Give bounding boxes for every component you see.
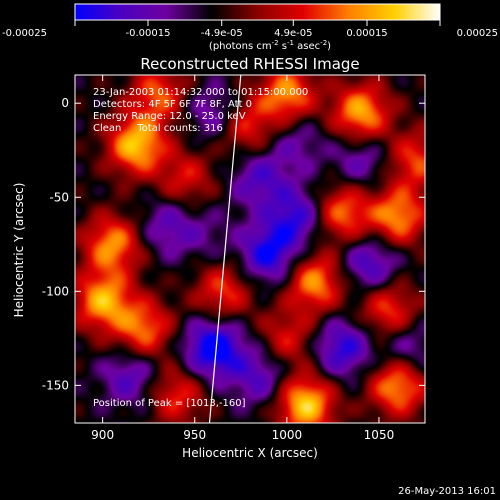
x-axis-ticks: 900 950 1000 1050 xyxy=(91,75,394,442)
chart-title: Reconstructed RHESSI Image xyxy=(140,55,359,73)
colorbar-tick-label: -0.00015 xyxy=(126,28,171,39)
colorbar-tick-label: 4.9e-05 xyxy=(274,28,312,39)
peak-position-label: Position of Peak = [1013,-160] xyxy=(93,398,246,409)
x-tick-label: 1000 xyxy=(272,428,303,442)
x-tick-label: 900 xyxy=(91,428,114,442)
x-tick-label: 1050 xyxy=(364,428,395,442)
info-annotations: 23-Jan-2003 01:14:32.000 to 01:15:00.000… xyxy=(93,87,308,134)
annotation-detectors: Detectors: 4F 5F 6F 7F 8F, Att 0 xyxy=(93,99,252,110)
x-tick-label: 950 xyxy=(183,428,206,442)
y-axis-label: Heliocentric Y (arcsec) xyxy=(12,183,26,318)
solar-limb-line xyxy=(208,74,242,424)
x-axis-label: Heliocentric X (arcsec) xyxy=(182,446,318,460)
y-axis-ticks: 0 -50 -100 -150 xyxy=(42,96,425,392)
colorbar-gradient xyxy=(74,3,441,21)
annotation-clean: Clean Total counts: 316 xyxy=(93,123,223,134)
plot-frame xyxy=(74,74,426,424)
colorbar-tick-label: -4.9e-05 xyxy=(201,28,243,39)
colorbar-ticks: -0.00025 -0.00015 -4.9e-05 4.9e-05 0.00015 0.… xyxy=(2,20,498,39)
y-tick-label: -150 xyxy=(42,378,69,392)
colorbar-tick-label: -0.00025 xyxy=(2,28,47,39)
y-tick-label: -100 xyxy=(42,284,69,298)
y-tick-label: 0 xyxy=(61,96,69,110)
colorbar: -0.00025 -0.00015 -4.9e-05 4.9e-05 0.00015 0.… xyxy=(2,3,498,52)
annotation-time: 23-Jan-2003 01:14:32.000 to 01:15:00.000 xyxy=(93,87,308,98)
footer-timestamp: 26-May-2013 16:01 xyxy=(398,486,496,497)
heatmap-canvas-wrap xyxy=(75,75,425,423)
colorbar-tick-label: 0.00015 xyxy=(346,28,387,39)
colorbar-tick-label: 0.00025 xyxy=(457,28,498,39)
y-tick-label: -50 xyxy=(49,190,69,204)
plot-area: 900 950 1000 1050 0 -50 -100 -150 23-Jan-2003 … xyxy=(42,74,426,442)
heatmap-image xyxy=(75,75,425,423)
colorbar-units: (photons cm-2 s-1 asec-2) xyxy=(209,39,331,52)
annotation-energy: Energy Range: 12.0 - 25.0 keV xyxy=(93,111,246,122)
